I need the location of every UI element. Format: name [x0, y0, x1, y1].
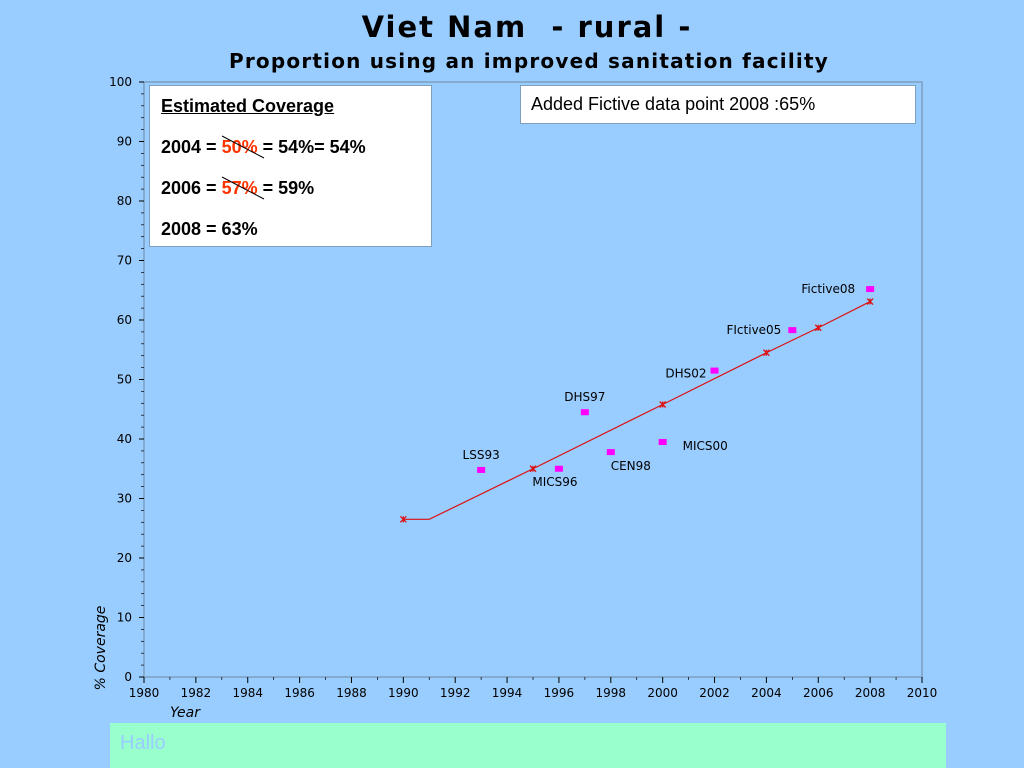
survey-point-label: MICS00: [683, 439, 728, 453]
survey-point: [606, 449, 615, 456]
y-tick-label: 80: [117, 194, 132, 208]
trend-point: [866, 298, 874, 306]
coverage-2004-struck-value: 50%: [221, 137, 258, 157]
fictive-note-box: Added Fictive data point 2008 :65%: [520, 85, 916, 124]
coverage-line-2008: 2008 = 63%: [161, 219, 258, 239]
x-tick-label: 1998: [596, 686, 627, 700]
x-tick-label: 2000: [647, 686, 678, 700]
survey-point-label: CEN98: [611, 459, 651, 473]
trend-line: [403, 301, 871, 520]
strikethrough-mark: [221, 135, 264, 159]
y-tick-label: 0: [124, 670, 132, 684]
x-tick-label: 1994: [492, 686, 523, 700]
y-axis-label: % Coverage: [93, 606, 109, 691]
coverage-2004-suffix: = 54%= 54%: [257, 137, 366, 157]
coverage-line-2006: 2006 = 57% = 59%: [161, 176, 315, 200]
x-tick-label: 1996: [544, 686, 575, 700]
survey-point-label: FIctive05: [726, 323, 781, 337]
survey-point-label: Fictive08: [801, 282, 855, 296]
footer-bar: Hallo: [110, 723, 946, 768]
fictive-note-text: Added Fictive data point 2008 :65%: [531, 94, 816, 114]
y-tick-label: 40: [117, 432, 132, 446]
survey-point-label: DHS97: [564, 390, 605, 404]
x-tick-label: 1984: [232, 686, 263, 700]
coverage-heading: Estimated Coverage: [161, 96, 335, 116]
trend-point: [399, 515, 407, 523]
x-tick-label: 1980: [129, 686, 160, 700]
y-tick-label: 30: [117, 492, 132, 506]
coverage-2006-struck-value: 57%: [221, 178, 258, 198]
y-tick-label: 60: [117, 313, 132, 327]
survey-point-label: DHS02: [665, 367, 706, 381]
trend-point: [529, 465, 537, 473]
survey-point: [477, 466, 486, 473]
coverage-line-2004: 2004 = 50% = 54%= 54%: [161, 135, 366, 159]
y-tick-label: 20: [117, 551, 132, 565]
x-tick-label: 2002: [699, 686, 730, 700]
survey-point: [710, 367, 719, 374]
estimated-coverage-box: Estimated Coverage 2004 = 50% = 54%= 54%…: [149, 85, 432, 247]
survey-point: [866, 286, 875, 293]
x-tick-label: 2008: [855, 686, 886, 700]
trend-point: [762, 349, 770, 357]
survey-point: [788, 327, 797, 334]
y-tick-label: 100: [109, 75, 132, 89]
survey-point: [658, 438, 667, 445]
y-tick-label: 50: [117, 373, 132, 387]
slide-title: Viet Nam - rural -: [361, 10, 693, 44]
coverage-2006-prefix: 2006 =: [161, 178, 222, 198]
x-tick-label: 1988: [336, 686, 367, 700]
x-axis-label: Year: [170, 705, 201, 721]
survey-point-label: MICS96: [532, 475, 577, 489]
trend-point: [814, 324, 822, 332]
coverage-2006-suffix: = 59%: [257, 178, 315, 198]
slide-subtitle: Proportion using an improved sanitation …: [229, 49, 829, 73]
x-tick-label: 1992: [440, 686, 471, 700]
trend-point: [659, 401, 667, 408]
y-tick-label: 10: [117, 611, 132, 625]
survey-point-label: LSS93: [463, 448, 500, 462]
coverage-2004-prefix: 2004 =: [161, 137, 222, 157]
x-tick-label: 1986: [284, 686, 315, 700]
x-tick-label: 1990: [388, 686, 419, 700]
survey-point: [554, 465, 563, 472]
y-tick-label: 90: [117, 135, 132, 149]
x-tick-label: 1982: [181, 686, 212, 700]
x-tick-label: 2004: [751, 686, 782, 700]
y-tick-label: 70: [117, 254, 132, 268]
strikethrough-mark: [221, 176, 264, 200]
footer-text: Hallo: [120, 732, 166, 754]
x-tick-label: 2006: [803, 686, 834, 700]
x-tick-label: 2010: [907, 686, 938, 700]
survey-point: [580, 409, 589, 416]
